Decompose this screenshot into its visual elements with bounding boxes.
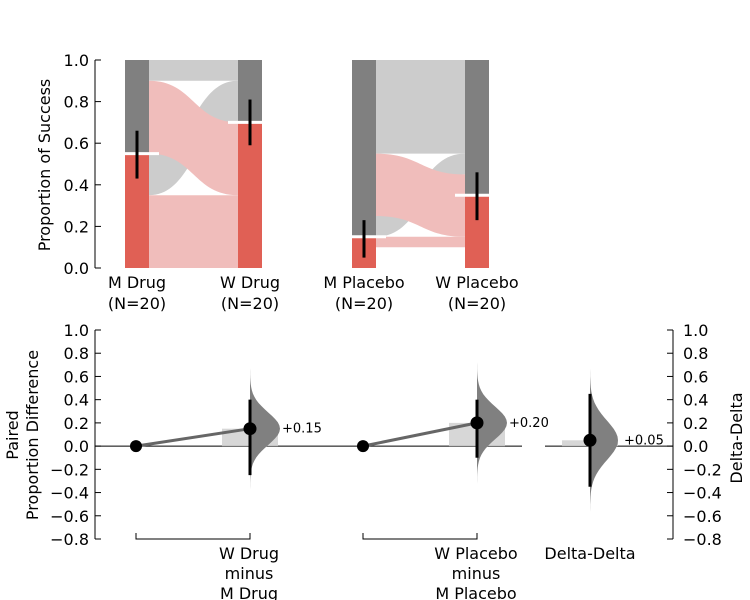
bottom-y-tick-label: 0.6 bbox=[64, 367, 89, 386]
contrast-label: W Drug bbox=[219, 544, 279, 563]
right-y-tick-label: 0.8 bbox=[683, 344, 708, 363]
top-y-tick-label: 0.2 bbox=[64, 217, 89, 236]
bootstrap-distribution bbox=[590, 364, 618, 516]
right-y-tick-label: −0.8 bbox=[683, 530, 722, 549]
bootstrap-distribution bbox=[477, 359, 507, 487]
top-y-tick-label: 1.0 bbox=[64, 51, 89, 70]
x-tick-label: (N=20) bbox=[108, 294, 166, 313]
contrast-label: M Drug bbox=[220, 584, 278, 600]
sankey-flow bbox=[376, 153, 465, 237]
sankey-flow bbox=[376, 236, 465, 248]
fail-bar bbox=[352, 60, 376, 237]
bottom-y-tick-label: 0.0 bbox=[64, 437, 89, 456]
delta-annotation: +0.15 bbox=[282, 422, 322, 437]
bottom-y-tick-label: −0.4 bbox=[50, 484, 89, 503]
paired-line bbox=[135, 427, 251, 448]
sankey-group: M Drug (N=20) W Drug (N=20) bbox=[108, 60, 280, 313]
bottom-y-tick-label: −0.8 bbox=[50, 530, 89, 549]
top-ylabel: Proportion of Success bbox=[35, 79, 54, 252]
right-y-tick-label: 0.0 bbox=[683, 437, 708, 456]
bottom-ylabel: Proportion Difference bbox=[23, 350, 42, 520]
right-y-tick-label: 1.0 bbox=[683, 321, 708, 340]
x-tick-label: M Drug bbox=[108, 273, 166, 292]
right-ylabel: Delta-Delta bbox=[727, 392, 746, 483]
top-y-tick-label: 0.8 bbox=[64, 93, 89, 112]
contrast-label: minus bbox=[452, 564, 501, 583]
baseline-point bbox=[357, 440, 369, 453]
success-bar bbox=[238, 122, 262, 269]
x-bracket bbox=[135, 533, 251, 540]
delta-delta-group: +0.05 Delta-Delta bbox=[544, 364, 664, 563]
x-tick-label: (N=20) bbox=[448, 294, 506, 313]
sankey-group: M Placebo (N=20) W Placebo (N=20) bbox=[323, 60, 519, 313]
bottom-panel: −0.8 −0.8 −0.6 −0.6 −0.4 −0.4 −0.2 −0.2 0.0 0.0 0.… bbox=[3, 321, 746, 600]
contrast-label: minus bbox=[225, 564, 274, 583]
delta-point bbox=[243, 422, 257, 436]
bottom-y-tick-label: −0.2 bbox=[50, 460, 89, 479]
x-tick-label: W Drug bbox=[220, 273, 280, 292]
x-tick-label: W Placebo bbox=[435, 273, 518, 292]
bottom-y-tick-label: 1.0 bbox=[64, 321, 89, 340]
right-y-tick-label: 0.4 bbox=[683, 391, 708, 410]
baseline-point bbox=[130, 440, 142, 453]
x-bracket bbox=[362, 533, 478, 540]
bottom-y-tick-label: −0.6 bbox=[50, 507, 89, 526]
x-tick-label: (N=20) bbox=[221, 294, 279, 313]
delta-delta-annotation: +0.05 bbox=[624, 433, 664, 448]
delta-point bbox=[470, 416, 484, 430]
x-tick-label: (N=20) bbox=[335, 294, 393, 313]
top-panel: Proportion of Success 0.0 0.2 0.4 0.6 0.8 1.0… bbox=[35, 51, 519, 313]
right-y-tick-label: 0.2 bbox=[683, 414, 708, 433]
bootstrap-distribution bbox=[250, 364, 280, 493]
delta-delta-label: Delta-Delta bbox=[544, 544, 635, 563]
right-y-tick-label: −0.6 bbox=[683, 507, 722, 526]
sankey-flow bbox=[149, 60, 238, 81]
sankey-flow bbox=[149, 195, 238, 268]
top-y-tick-label: 0.0 bbox=[64, 259, 89, 278]
bottom-y-tick-label: 0.8 bbox=[64, 344, 89, 363]
bottom-y-tick-label: 0.4 bbox=[64, 391, 89, 410]
top-y-tick-label: 0.4 bbox=[64, 176, 89, 195]
delta-annotation: +0.20 bbox=[509, 416, 549, 431]
contrast-label: M Placebo bbox=[435, 584, 516, 600]
paired-line bbox=[362, 421, 478, 448]
delta-delta-point bbox=[583, 433, 597, 447]
top-y-tick-label: 0.6 bbox=[64, 134, 89, 153]
right-y-tick-label: 0.6 bbox=[683, 367, 708, 386]
x-tick-label: M Placebo bbox=[323, 273, 404, 292]
bottom-y-tick-label: 0.2 bbox=[64, 414, 89, 433]
sankey-flow bbox=[376, 60, 465, 154]
right-y-tick-label: −0.2 bbox=[683, 460, 722, 479]
contrast-label: W Placebo bbox=[434, 544, 517, 563]
right-y-tick-label: −0.4 bbox=[683, 484, 722, 503]
bottom-ylabel: Paired bbox=[3, 410, 22, 459]
sankey-flow bbox=[149, 80, 238, 196]
